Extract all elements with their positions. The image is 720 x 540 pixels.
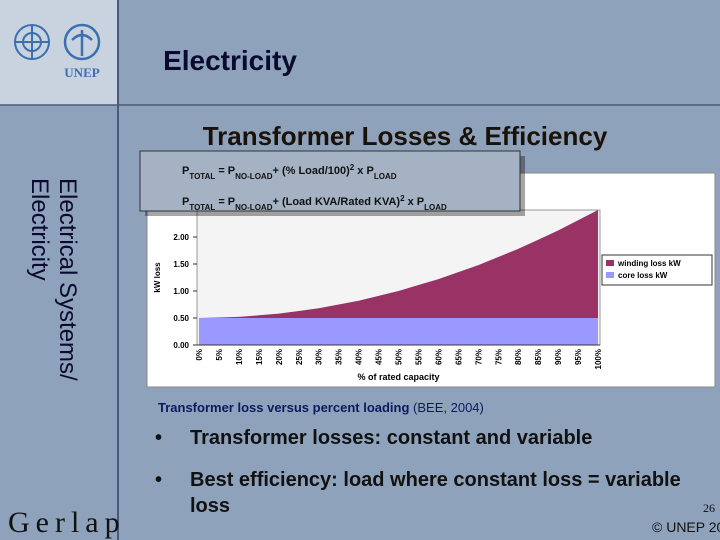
page-number: 26 xyxy=(703,501,715,515)
copyright: © UNEP 2006 xyxy=(652,519,720,535)
x-tick-label: 50% xyxy=(395,349,404,365)
area xyxy=(199,210,598,318)
legend-label: core loss kW xyxy=(618,271,668,280)
x-tick-label: 70% xyxy=(474,349,483,365)
formula-part: = P xyxy=(215,165,235,177)
x-tick-label: 5% xyxy=(215,349,224,361)
formula-part: = P xyxy=(215,196,235,208)
formula-part: P xyxy=(182,165,189,177)
x-tick-label: 35% xyxy=(335,349,344,365)
formula-part: + (% Load/100) xyxy=(272,165,350,177)
x-tick-label: 10% xyxy=(235,349,244,365)
bullet: Transformer losses: constant and variabl… xyxy=(155,425,685,451)
formula-part: LOAD xyxy=(424,203,447,212)
formula-part: 2 xyxy=(400,194,405,203)
y-tick-label: 1.50 xyxy=(173,260,189,269)
formula-part: 2 xyxy=(350,163,355,172)
y-tick-label: 0.00 xyxy=(173,341,189,350)
formula: PTOTAL = PNO-LOAD+ (Load KVA/Rated KVA)2… xyxy=(182,194,447,212)
x-tick-label: 100% xyxy=(594,349,603,369)
x-tick-label: 15% xyxy=(255,349,264,365)
area xyxy=(199,318,598,345)
legend-box xyxy=(601,254,713,286)
legend-swatch xyxy=(606,260,614,266)
partner-logo: Gerlap xyxy=(8,506,126,539)
x-tick-label: 25% xyxy=(295,349,304,365)
caption-title: Transformer loss versus percent loading xyxy=(158,400,409,415)
formula-part: TOTAL xyxy=(189,203,215,212)
formula-part: x P xyxy=(354,165,374,177)
x-tick-label: 95% xyxy=(574,349,583,365)
formula-part: TOTAL xyxy=(189,172,215,181)
x-tick-label: 80% xyxy=(514,349,523,365)
y-tick-label: 2.00 xyxy=(173,233,189,242)
un-emblem xyxy=(14,24,50,60)
bullet: Best efficiency: load where constant los… xyxy=(155,467,685,519)
slide-subtitle: Transformer Losses & Efficiency xyxy=(203,121,608,151)
x-tick-label: 40% xyxy=(355,349,364,365)
x-tick-label: 0% xyxy=(195,349,204,361)
x-axis-label: % of rated capacity xyxy=(357,372,439,382)
formula-part: x P xyxy=(405,196,425,208)
caption: Transformer loss versus percent loading … xyxy=(158,400,484,415)
x-tick-label: 60% xyxy=(434,349,443,365)
x-tick-label: 20% xyxy=(275,349,284,365)
x-tick-label: 65% xyxy=(454,349,463,365)
formula: PTOTAL = PNO-LOAD+ (% Load/100)2 x PLOAD xyxy=(182,163,397,181)
formula-part: NO-LOAD xyxy=(235,172,273,181)
x-tick-label: 90% xyxy=(554,349,563,365)
unep-emblem xyxy=(63,23,101,61)
y-axis-label: kW loss xyxy=(153,262,162,293)
x-tick-label: 45% xyxy=(375,349,384,365)
legend-swatch xyxy=(606,272,614,278)
formula-part: P xyxy=(182,196,189,208)
logo-text: UNEP xyxy=(64,65,99,80)
x-tick-label: 55% xyxy=(414,349,423,365)
formula-part: + (Load KVA/Rated KVA) xyxy=(272,196,400,208)
section-label: Electrical Systems/ Electricity xyxy=(26,178,81,381)
section-line: Electrical Systems/ xyxy=(54,178,81,381)
slide-title: Electricity xyxy=(163,45,297,76)
x-tick-label: 75% xyxy=(494,349,503,365)
legend-label: winding loss kW xyxy=(617,259,681,268)
section-line: Electricity xyxy=(26,178,53,281)
formula-box xyxy=(139,150,521,212)
bullet-list: Transformer losses: constant and variabl… xyxy=(155,425,685,535)
y-tick-label: 1.00 xyxy=(173,287,189,296)
x-tick-label: 30% xyxy=(315,349,324,365)
x-tick-label: 85% xyxy=(534,349,543,365)
caption-source: (BEE, 2004) xyxy=(413,400,484,415)
y-tick-label: 0.50 xyxy=(173,314,189,323)
formula-part: NO-LOAD xyxy=(235,203,273,212)
formula-part: LOAD xyxy=(374,172,397,181)
